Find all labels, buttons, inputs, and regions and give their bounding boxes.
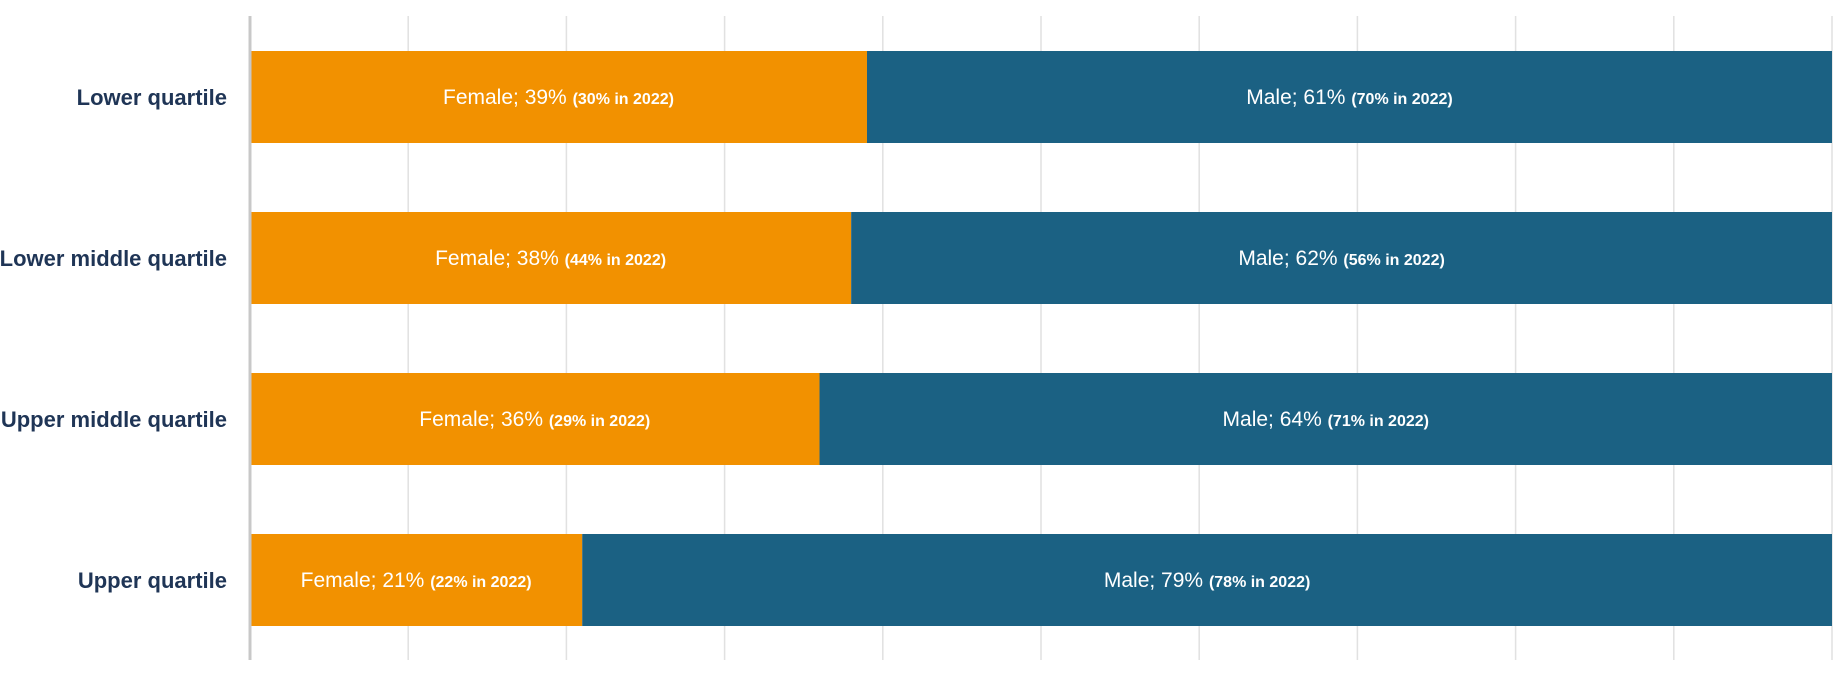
- data-label: Male; 79% (78% in 2022): [1104, 569, 1310, 592]
- data-label-value: Male; 64%: [1223, 408, 1328, 431]
- data-label: Male; 64% (71% in 2022): [1223, 408, 1429, 431]
- data-label: Female; 39% (30% in 2022): [443, 86, 674, 109]
- data-label-value: Female; 36%: [419, 408, 549, 431]
- data-label: Male; 62% (56% in 2022): [1238, 247, 1444, 270]
- data-label-note: (30% in 2022): [573, 91, 674, 108]
- data-label-note: (78% in 2022): [1209, 574, 1310, 591]
- data-label-value: Male; 61%: [1246, 86, 1351, 109]
- bar-female: [250, 534, 583, 626]
- data-label-value: Female; 39%: [443, 86, 573, 109]
- bar-male: [851, 212, 1832, 304]
- category-label: Lower middle quartile: [0, 246, 227, 271]
- data-label-note: (29% in 2022): [549, 413, 650, 430]
- data-label-value: Female; 38%: [435, 247, 565, 270]
- bar-male: [582, 534, 1832, 626]
- data-label-note: (22% in 2022): [430, 574, 531, 591]
- data-label: Male; 61% (70% in 2022): [1246, 86, 1452, 109]
- data-label-note: (71% in 2022): [1328, 413, 1429, 430]
- data-label: Female; 38% (44% in 2022): [435, 247, 666, 270]
- category-label: Lower quartile: [77, 85, 227, 110]
- bar-male: [819, 373, 1832, 465]
- category-labels: Lower quartile Lower middle quartile Upper…: [0, 85, 227, 593]
- bar-male: [866, 51, 1832, 143]
- data-label-note: (70% in 2022): [1351, 91, 1452, 108]
- data-label-note: (56% in 2022): [1343, 252, 1444, 269]
- data-label: Female; 36% (29% in 2022): [419, 408, 650, 431]
- data-label: Female; 21% (22% in 2022): [301, 569, 532, 592]
- data-label-note: (44% in 2022): [565, 252, 666, 269]
- data-label-value: Male; 79%: [1104, 569, 1209, 592]
- bar-female: [250, 212, 852, 304]
- data-label-value: Female; 21%: [301, 569, 431, 592]
- bar-female: [250, 51, 867, 143]
- bars: Female; 39% (30% in 2022) Male; 61% (70% …: [250, 51, 1832, 626]
- category-label: Upper middle quartile: [1, 407, 227, 432]
- bar-female: [250, 373, 820, 465]
- data-label-value: Male; 62%: [1238, 247, 1343, 270]
- category-label: Upper quartile: [78, 568, 227, 593]
